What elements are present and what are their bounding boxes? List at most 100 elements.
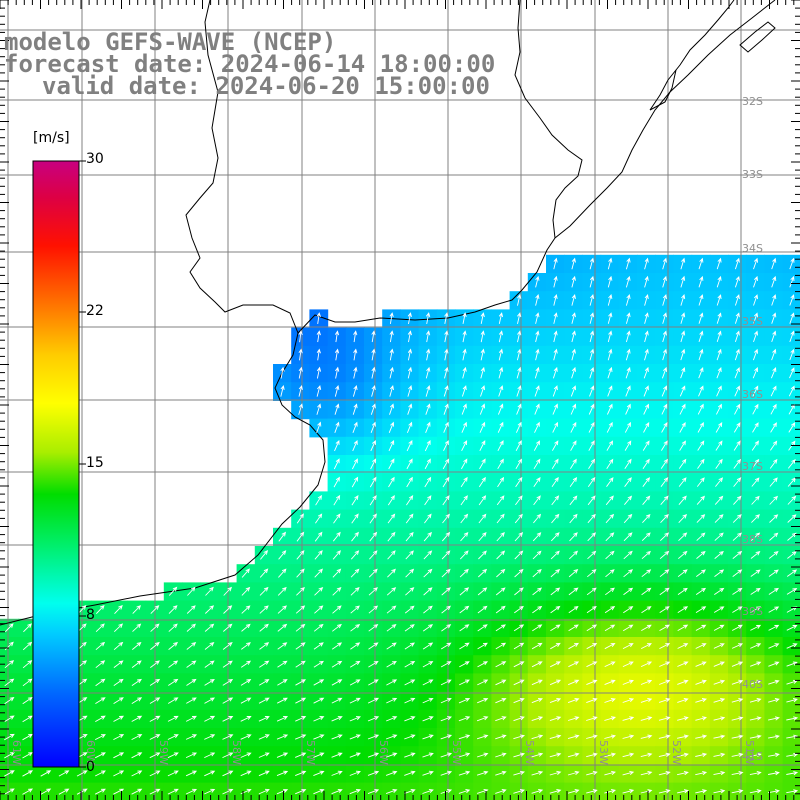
wind-arrow [552, 403, 558, 415]
wind-arrow [389, 330, 394, 343]
wind-arrow [513, 661, 525, 668]
wind-arrow [750, 532, 761, 541]
wind-arrow [586, 789, 598, 794]
wind-arrow [678, 550, 688, 560]
wind-arrow [605, 569, 615, 578]
wind-arrow [313, 660, 324, 668]
wind-arrow [567, 752, 580, 758]
wind-arrow [331, 679, 343, 686]
wind-arrow [407, 348, 413, 361]
wind-arrow [662, 257, 667, 270]
wind-arrow [644, 348, 649, 361]
wind-arrow [496, 568, 506, 578]
wind-arrow [698, 257, 704, 270]
wind-arrow [680, 367, 686, 379]
wind-arrow [497, 421, 504, 433]
wind-arrow [534, 385, 540, 397]
wind-arrow [94, 788, 106, 795]
wind-arrow [241, 568, 250, 578]
wind-arrow [353, 366, 358, 379]
wind-arrow [440, 734, 453, 740]
wind-arrow [185, 715, 197, 722]
wind-arrow [678, 495, 687, 505]
wind-arrow [95, 660, 106, 669]
wind-arrow [715, 440, 723, 451]
wind-arrow [549, 789, 562, 794]
wind-arrow [497, 458, 504, 470]
wind-arrow [458, 788, 471, 794]
wind-arrow [351, 476, 359, 488]
wind-arrow [514, 587, 524, 596]
wind-arrow [168, 641, 179, 650]
wind-arrow [477, 642, 488, 650]
wind-arrow [644, 257, 649, 270]
wind-arrow [496, 513, 505, 524]
wind-arrow [788, 422, 796, 433]
wind-arrow [659, 532, 670, 542]
colorbar-units: [m/s] [33, 130, 70, 146]
wind-arrow [531, 734, 544, 740]
wind-arrow [461, 421, 467, 433]
wind-arrow [370, 458, 377, 470]
wind-arrow [567, 770, 580, 776]
wind-arrow [552, 440, 559, 451]
wind-arrow [678, 513, 688, 524]
wind-arrow [677, 716, 689, 721]
wind-arrow [568, 642, 580, 650]
wind-arrow [404, 624, 415, 632]
lon-label: 56W [377, 740, 390, 765]
wind-arrow [696, 495, 705, 505]
wind-arrow [624, 477, 632, 487]
wind-arrow [622, 716, 635, 721]
wind-arrow [241, 642, 251, 650]
wind-arrow [659, 643, 671, 650]
wind-arrow [606, 403, 613, 415]
wind-arrow [423, 568, 433, 578]
wind-arrow [623, 587, 634, 596]
wind-arrow [789, 294, 795, 306]
wind-arrow [625, 294, 631, 306]
wind-arrow [371, 348, 376, 361]
wind-arrow [513, 734, 526, 740]
wind-arrow [769, 458, 778, 469]
field-cell [782, 782, 800, 800]
wind-arrow [316, 312, 321, 324]
wind-arrow [551, 495, 560, 506]
wind-arrow [533, 476, 541, 488]
wind-arrow [385, 734, 398, 740]
wind-arrow [680, 312, 686, 324]
wind-arrow [223, 623, 233, 632]
wind-arrow [677, 606, 689, 613]
wind-arrow [768, 551, 779, 559]
wind-arrow [605, 550, 615, 560]
wind-arrow [296, 550, 305, 560]
wind-arrow [517, 312, 522, 324]
wind-arrow [768, 679, 780, 685]
wind-arrow [680, 293, 686, 306]
wind-arrow [258, 679, 270, 686]
wind-arrow [659, 679, 671, 685]
wind-arrow [131, 752, 143, 759]
wind-arrow [568, 587, 579, 596]
wind-arrow [605, 495, 614, 506]
wind-arrow [513, 642, 525, 650]
wind-arrow [771, 275, 777, 288]
wind-arrow [768, 661, 780, 667]
wind-arrow [258, 770, 270, 777]
wind-arrow [531, 679, 543, 686]
wind-arrow [734, 257, 740, 270]
wind-arrow [259, 660, 270, 668]
wind-arrow [498, 312, 504, 324]
wind-arrow [533, 513, 542, 524]
wind-arrow [313, 770, 325, 777]
wind-arrow [296, 568, 305, 578]
wind-arrow [459, 624, 470, 632]
wind-arrow [496, 495, 505, 506]
lat-label: 34S [742, 242, 763, 255]
wind-arrow [734, 312, 740, 324]
wind-arrow [149, 715, 161, 722]
wind-arrow [404, 770, 416, 776]
wind-arrow [696, 514, 706, 523]
wind-arrow [349, 770, 361, 776]
wind-arrow [277, 660, 288, 668]
